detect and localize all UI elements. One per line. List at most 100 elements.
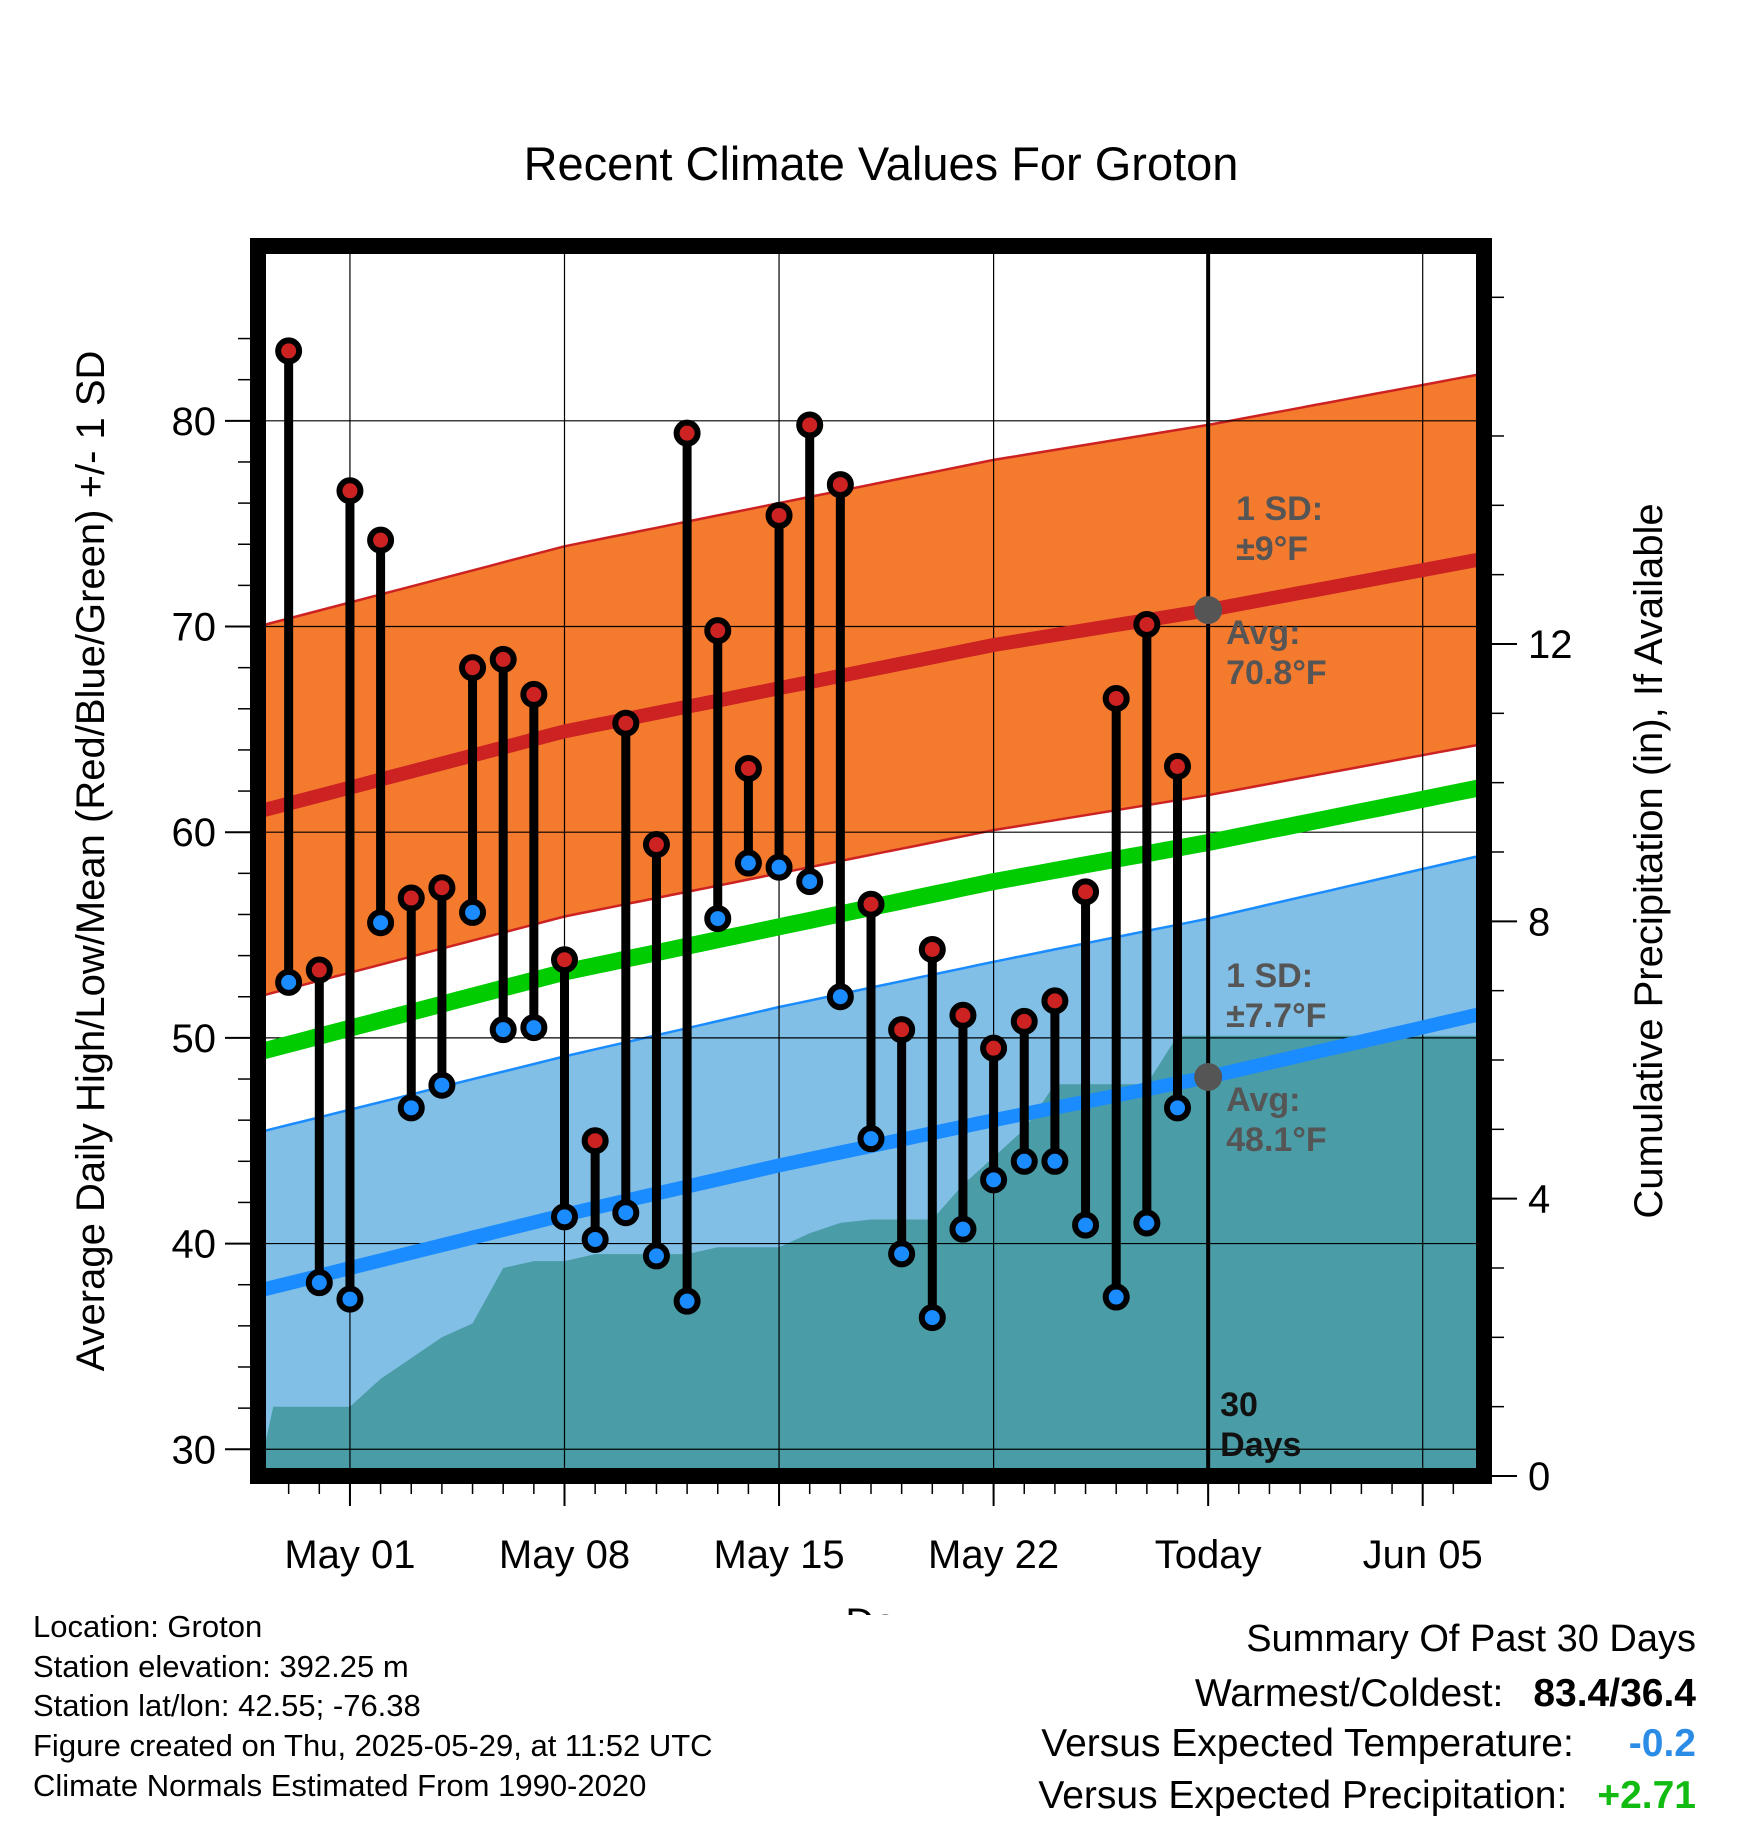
daily-high-point xyxy=(367,526,395,554)
y2-axis-label: Cumulative Precipitation (in), If Availa… xyxy=(1627,503,1671,1218)
daily-high-point xyxy=(459,654,487,682)
summary-temp-value: -0.2 xyxy=(1628,1722,1696,1765)
daily-low-point xyxy=(642,1242,670,1270)
daily-low-point xyxy=(275,968,303,996)
daily-high-point xyxy=(551,946,578,974)
daily-high-point xyxy=(581,1127,609,1155)
axes: 30 40 50 60 70 80 0 4 8 12 May 01 May 08 May 15 May 2… xyxy=(69,137,1671,1615)
x-axis-label: Day xyxy=(845,1601,916,1615)
daily-high-point xyxy=(1133,610,1161,638)
summary-temperature: Versus Expected Temperature: -0.2 xyxy=(1041,1722,1696,1766)
daily-low-point xyxy=(1010,1147,1038,1175)
daily-low-point xyxy=(857,1125,885,1153)
today-low-marker xyxy=(1194,1062,1223,1091)
daily-low-point xyxy=(1133,1209,1161,1237)
summary-precip-value: +2.71 xyxy=(1597,1774,1696,1817)
y-tick-label: 40 xyxy=(172,1223,217,1267)
summary-warmest-coldest: Warmest/Coldest: 83.4/36.4 xyxy=(1195,1672,1696,1716)
daily-low-point xyxy=(428,1071,456,1099)
daily-low-point xyxy=(765,853,793,881)
daily-low-point xyxy=(796,868,824,896)
daily-high-point xyxy=(673,419,701,447)
normal-high-line xyxy=(258,551,1484,819)
low-sd-annotation: 1 SD: ±7.7°F xyxy=(1226,957,1326,1035)
thirty-days-label: 30 Days xyxy=(1220,1386,1301,1464)
daily-high-point xyxy=(857,890,885,918)
daily-high-point xyxy=(305,956,333,984)
daily-low-point xyxy=(949,1215,977,1243)
daily-low-point xyxy=(336,1285,364,1313)
daily-low-point xyxy=(826,983,854,1011)
daily-high-point xyxy=(1102,685,1130,713)
y-tick-label: 70 xyxy=(172,606,217,650)
daily-low-point xyxy=(520,1014,548,1042)
daily-low-point xyxy=(888,1240,916,1268)
summary-temp-label: Versus Expected Temperature: xyxy=(1041,1722,1574,1765)
daily-low-point xyxy=(459,898,487,926)
daily-low-point xyxy=(367,909,395,937)
daily-high-point xyxy=(1010,1007,1038,1035)
y-axis-label: Average Daily High/Low/Mean (Red/Blue/Gr… xyxy=(69,351,113,1372)
daily-low-point xyxy=(1164,1094,1191,1122)
daily-low-point xyxy=(980,1166,1008,1194)
daily-high-point xyxy=(796,411,824,439)
daily-low-point xyxy=(673,1287,701,1315)
daily-high-point xyxy=(704,617,732,645)
y-tick-label: 50 xyxy=(172,1017,217,1061)
plot-frame xyxy=(250,238,1492,1484)
daily-high-point xyxy=(826,471,854,499)
chart-title: Recent Climate Values For Groton xyxy=(524,137,1239,190)
daily-high-point xyxy=(428,874,456,902)
plot-border xyxy=(250,238,1492,1484)
annotations: 1 SD: ±9°F Avg: 70.8°F 1 SD: ±7.7°F Avg: 48.1°F… xyxy=(1194,246,1327,1476)
x-tick-label: Today xyxy=(1155,1533,1262,1577)
daily-high-point xyxy=(336,477,364,505)
x-tick-label: May 15 xyxy=(713,1533,844,1577)
summary-precipitation: Versus Expected Precipitation: +2.71 xyxy=(1038,1774,1696,1818)
daily-high-point xyxy=(980,1034,1008,1062)
y2-tick-label: 0 xyxy=(1528,1455,1550,1499)
high-band-lower-edge xyxy=(258,742,1484,999)
daily-high-point xyxy=(1072,878,1100,906)
y2-tick-label: 4 xyxy=(1528,1178,1550,1222)
daily-high-point xyxy=(949,1001,977,1029)
daily-high-point xyxy=(734,754,762,782)
daily-low-point xyxy=(305,1269,333,1297)
daily-high-point xyxy=(642,831,670,859)
high-avg-annotation: Avg: 70.8°F xyxy=(1226,614,1327,692)
daily-high-point xyxy=(397,884,425,912)
y-tick-label: 80 xyxy=(172,400,217,444)
climate-chart: 1 SD: ±9°F Avg: 70.8°F 1 SD: ±7.7°F Avg: 48.1°F… xyxy=(69,137,1671,1615)
daily-high-point xyxy=(275,337,303,365)
footer-location: Location: Groton xyxy=(33,1609,263,1644)
summary-precip-label: Versus Expected Precipitation: xyxy=(1038,1774,1568,1817)
daily-low-point xyxy=(1072,1211,1100,1239)
x-tick-label: May 08 xyxy=(499,1533,630,1577)
footer-elevation: Station elevation: 392.25 m xyxy=(33,1649,409,1684)
x-tick-label: May 22 xyxy=(928,1533,1059,1577)
summary-warmest-coldest-value: 83.4/36.4 xyxy=(1533,1672,1696,1715)
x-tick-label: May 01 xyxy=(284,1533,415,1577)
daily-low-point xyxy=(581,1225,609,1253)
summary-warmest-coldest-label: Warmest/Coldest: xyxy=(1194,1672,1504,1715)
y2-tick-label: 8 xyxy=(1528,900,1550,944)
high-band-upper-edge xyxy=(258,372,1484,628)
daily-low-point xyxy=(397,1094,425,1122)
y-tick-label: 30 xyxy=(172,1428,217,1472)
summary-heading: Summary Of Past 30 Days xyxy=(1246,1618,1696,1660)
daily-high-point xyxy=(765,501,793,529)
x-tick-label: Jun 05 xyxy=(1363,1533,1483,1577)
daily-low-point xyxy=(704,905,732,933)
y2-tick-label: 12 xyxy=(1528,623,1573,667)
daily-high-point xyxy=(489,645,517,673)
daily-low-point xyxy=(1041,1147,1069,1175)
daily-high-point xyxy=(1041,987,1069,1015)
footer-latlon: Station lat/lon: 42.55; -76.38 xyxy=(33,1688,421,1723)
today-high-marker xyxy=(1194,596,1223,625)
daily-low-point xyxy=(1102,1283,1130,1311)
daily-high-point xyxy=(918,935,946,963)
y-tick-label: 60 xyxy=(172,811,217,855)
footer-created: Figure created on Thu, 2025-05-29, at 11… xyxy=(33,1728,713,1763)
daily-low-point xyxy=(734,849,762,877)
footer-normals: Climate Normals Estimated From 1990-2020 xyxy=(33,1768,647,1803)
